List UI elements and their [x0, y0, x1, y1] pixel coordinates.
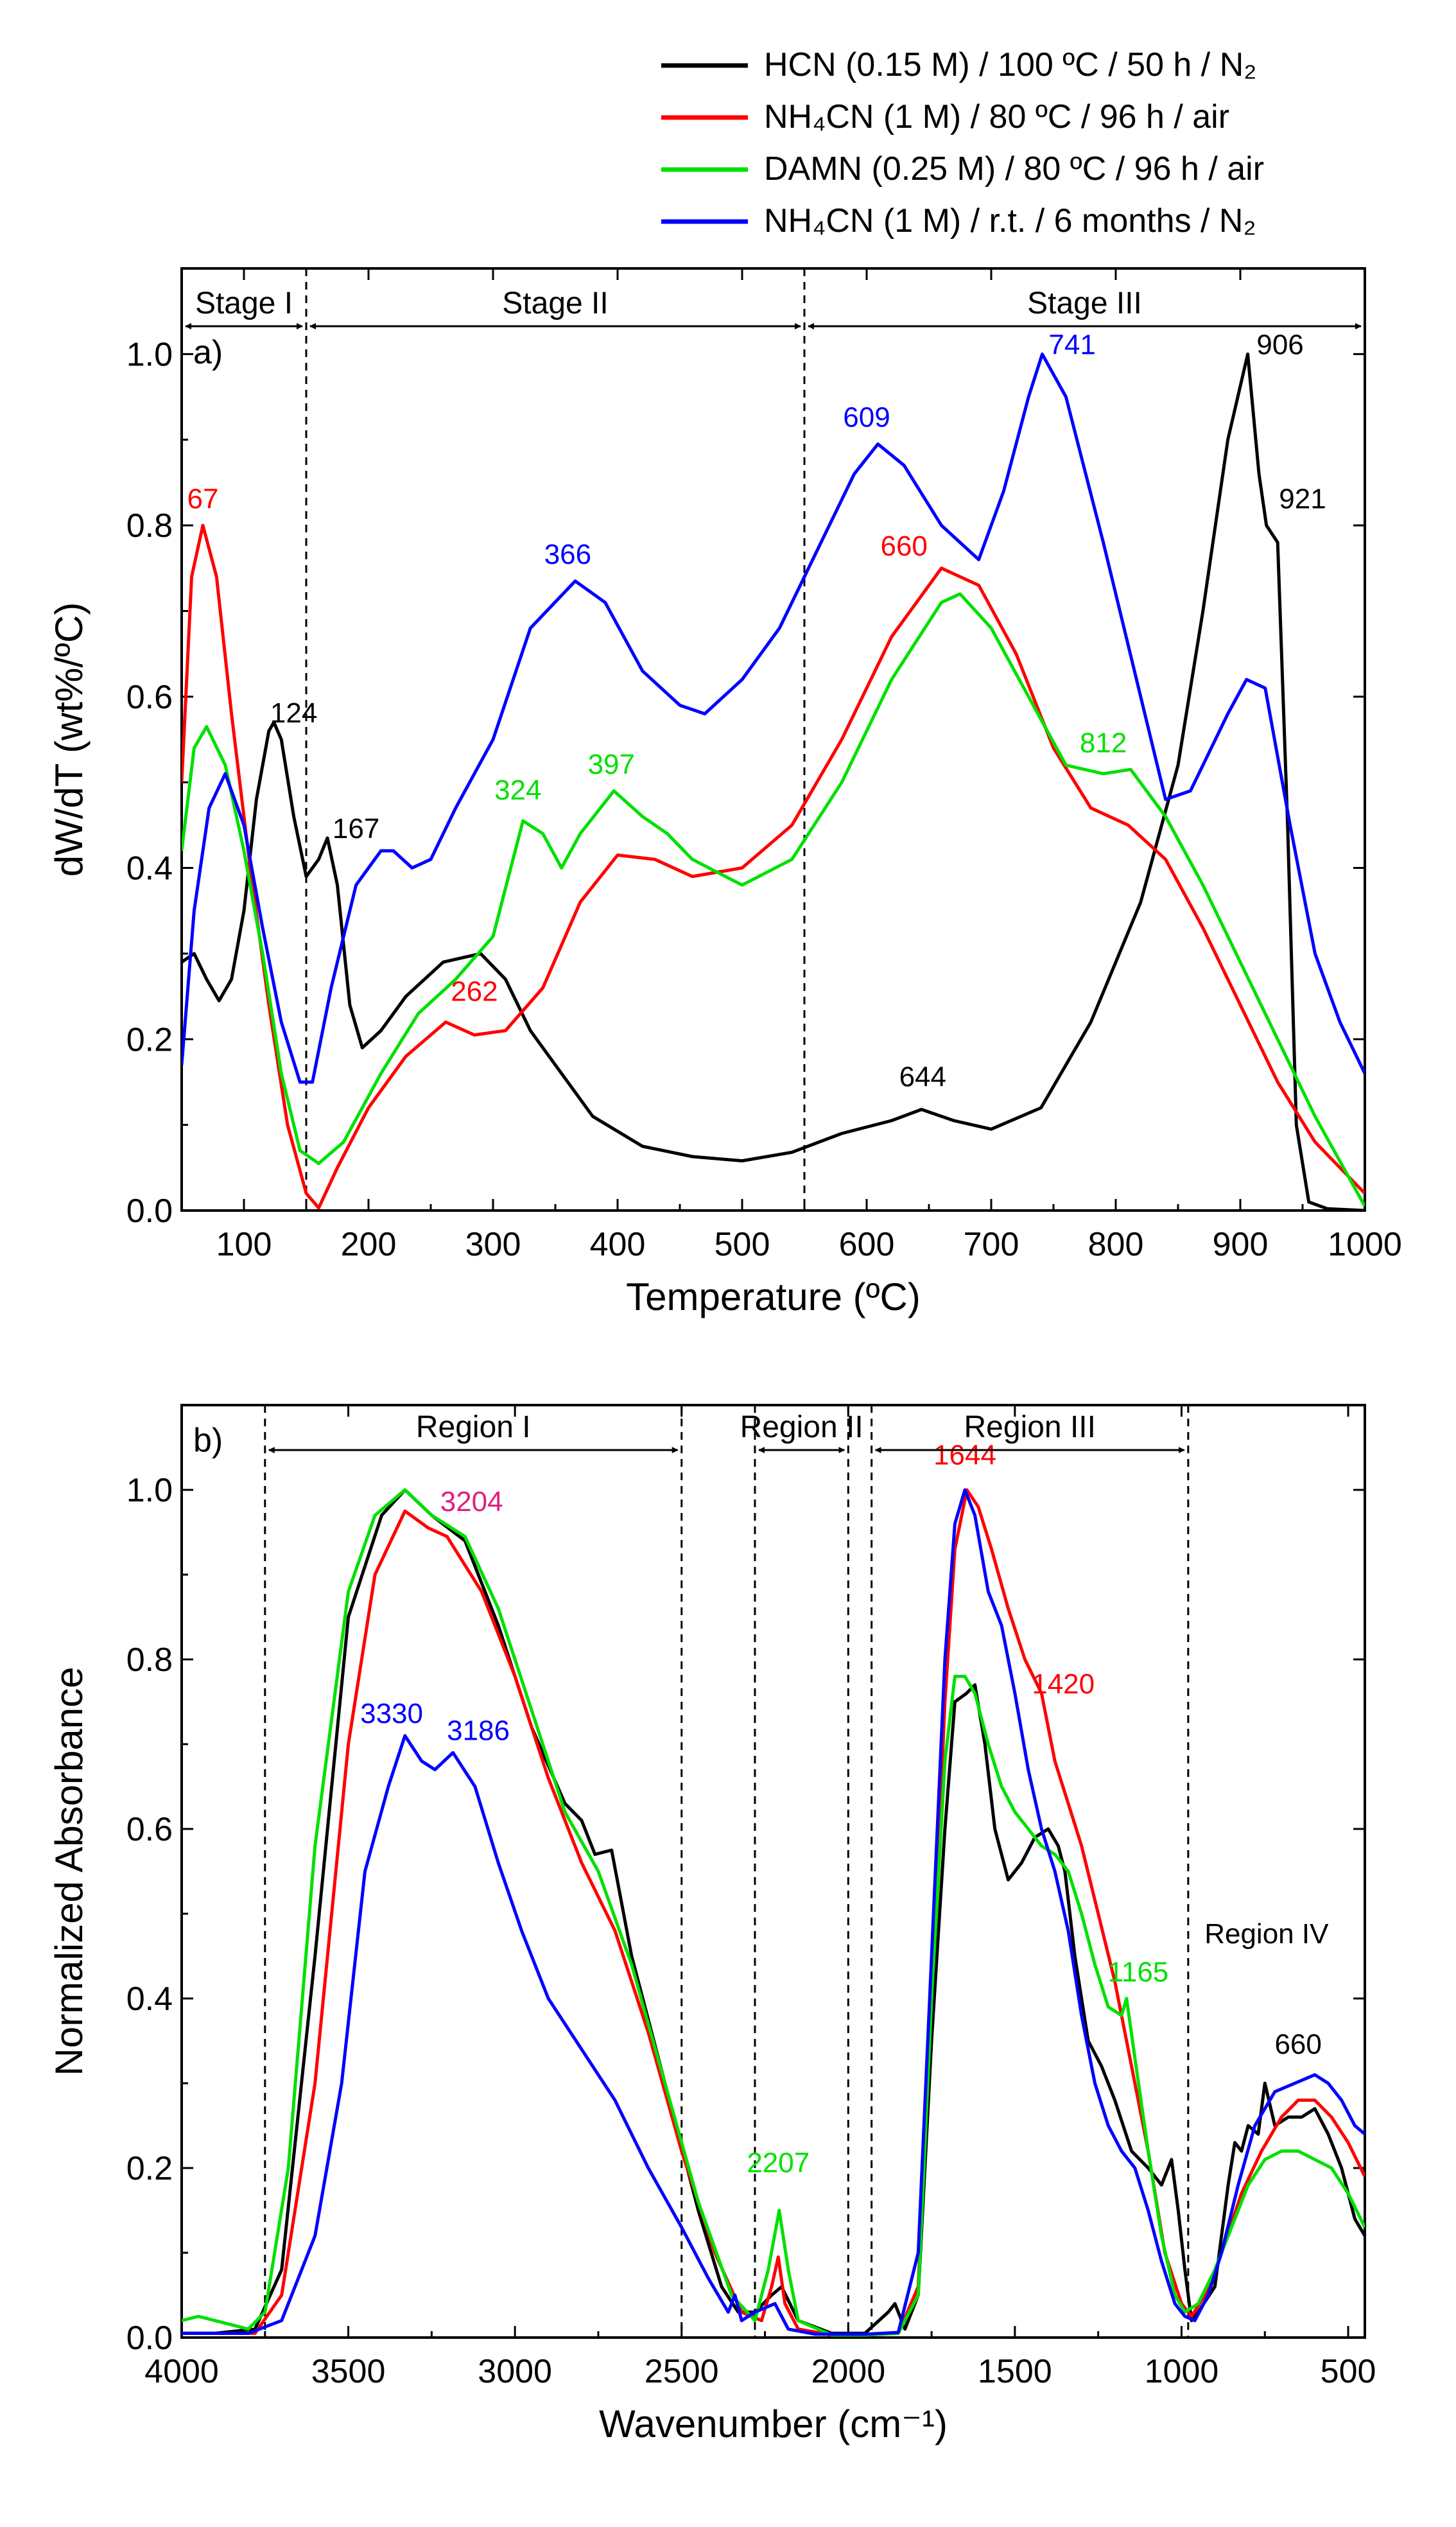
x-tick-label: 4000 [144, 2353, 219, 2390]
y-tick-label: 0.0 [126, 2320, 173, 2357]
peak-label: 124 [270, 697, 317, 729]
y-tick-label: 1.0 [126, 1472, 173, 1509]
x-tick-label: 200 [341, 1226, 397, 1263]
x-tick-label: 500 [1321, 2353, 1376, 2390]
x-tick-label: 3500 [311, 2353, 386, 2390]
peak-label: 1165 [1108, 1957, 1169, 1988]
x-tick-label: 600 [839, 1226, 895, 1263]
x-tick-label: 1000 [1328, 1226, 1402, 1263]
y-tick-label: 0.6 [126, 679, 173, 716]
x-tick-label: 1000 [1145, 2353, 1219, 2390]
peak-label: 3204 [440, 1486, 503, 1517]
x-axis-title: Temperature (ºC) [626, 1275, 921, 1318]
x-tick-label: 100 [216, 1226, 272, 1263]
x-tick-label: 700 [964, 1226, 1019, 1263]
peak-label: 167 [333, 813, 379, 844]
y-axis-title: dW/dT (wt%/ºC) [48, 602, 91, 877]
peak-label: 906 [1256, 329, 1303, 360]
peak-label: 397 [588, 749, 635, 780]
series-line [182, 592, 1365, 1207]
peak-label: 2207 [747, 2147, 810, 2179]
x-tick-label: 3000 [478, 2353, 552, 2390]
legend-entry: NH₄CN (1 M) / 80 ºC / 96 h / air [764, 98, 1229, 136]
legend-entry: HCN (0.15 M) / 100 ºC / 50 h / N₂ [764, 46, 1256, 83]
peak-label: 660 [1274, 2029, 1321, 2060]
series-line [182, 1488, 1365, 2337]
peak-label: 1420 [1032, 1668, 1095, 1700]
y-axis-title: Normalized Absorbance [48, 1666, 91, 2076]
y-tick-label: 0.8 [126, 1641, 173, 1679]
y-tick-label: 0.4 [126, 850, 173, 888]
y-tick-label: 0.2 [126, 1021, 173, 1058]
peak-label: 741 [1048, 329, 1095, 360]
peak-label: 609 [843, 402, 890, 433]
peak-label: 660 [880, 530, 927, 562]
x-tick-label: 300 [465, 1226, 521, 1263]
y-tick-label: 1.0 [126, 336, 173, 373]
range-label: Region III [964, 1410, 1096, 1444]
peak-label: 921 [1279, 483, 1326, 514]
x-axis-title: Wavenumber (cm⁻¹) [599, 2402, 948, 2445]
panel-b-ftir-chart: 4000 3500 3000 2500 2000 1500 1000 500 0.0 0.2 0.4… [48, 1404, 1376, 2445]
range-label: Stage II [502, 286, 608, 320]
series-line [182, 352, 1365, 1084]
range-label: Region I [416, 1410, 531, 1444]
legend-entry: DAMN (0.25 M) / 80 ºC / 96 h / air [764, 150, 1264, 188]
legend: HCN (0.15 M) / 100 ºC / 50 h / N₂ NH₄CN (… [661, 46, 1264, 240]
peak-label: 3186 [447, 1715, 510, 1746]
y-tick-label: 0.2 [126, 2150, 173, 2187]
panel-label: b) [193, 1422, 223, 1459]
plot-frame [180, 267, 1366, 1212]
x-tick-label: 2500 [645, 2353, 719, 2390]
peak-label: Region IV [1204, 1918, 1329, 1950]
series-line [182, 1488, 1365, 2336]
x-tick-label: 2000 [811, 2353, 885, 2390]
y-tick-label: 0.8 [126, 507, 173, 545]
peak-label: 3330 [360, 1698, 423, 1729]
peak-label: 1644 [933, 1439, 996, 1471]
series-line [182, 352, 1365, 1211]
legend-entry: NH₄CN (1 M) / r.t. / 6 months / N₂ [764, 202, 1256, 240]
x-tick-label: 1500 [978, 2353, 1052, 2390]
range-label: Stage I [195, 286, 293, 320]
x-tick-label: 900 [1213, 1226, 1269, 1263]
x-tick-label: 400 [590, 1226, 646, 1263]
series-line [182, 523, 1365, 1210]
y-tick-label: 0.6 [126, 1811, 173, 1848]
peak-label: 262 [451, 975, 498, 1007]
range-label: Region II [740, 1410, 863, 1444]
peak-label: 67 [187, 483, 219, 514]
x-tick-label: 500 [715, 1226, 770, 1263]
plot-frame [180, 1404, 1366, 2339]
y-tick-label: 0.4 [126, 1981, 173, 2018]
peak-label: 366 [544, 539, 591, 570]
peak-label: 324 [494, 774, 541, 806]
x-tick-label: 800 [1088, 1226, 1144, 1263]
range-label: Stage III [1027, 286, 1142, 320]
peak-label: 644 [899, 1062, 946, 1093]
panel-a-tga-chart: 100 200 300 400 500 600 700 800 900 1000 0.0 0.2 0.4… [48, 267, 1402, 1318]
y-tick-label: 0.0 [126, 1193, 173, 1230]
peak-label: 812 [1080, 728, 1127, 759]
panel-label: a) [193, 334, 223, 371]
